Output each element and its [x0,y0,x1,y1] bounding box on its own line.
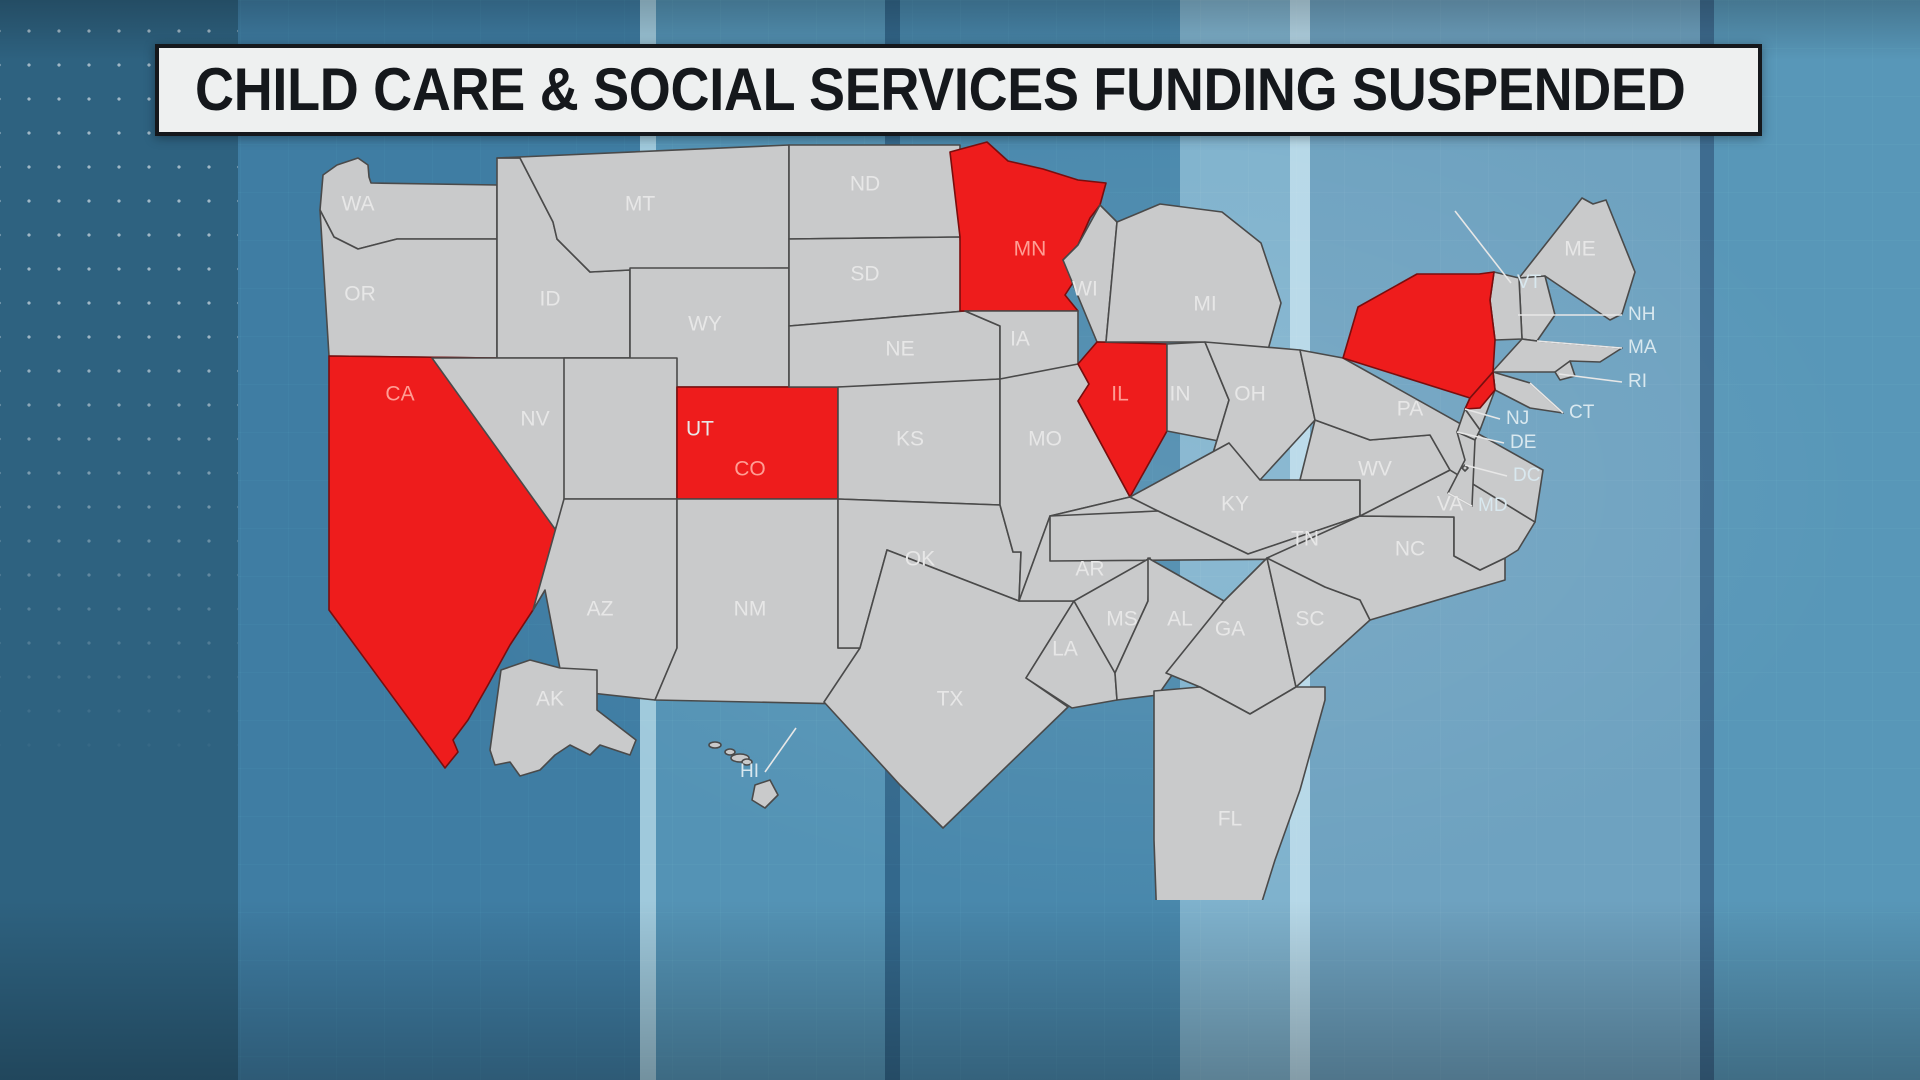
svg-text:MD: MD [1478,495,1508,516]
svg-text:HI: HI [740,761,759,782]
svg-text:CT: CT [1569,402,1595,423]
svg-text:DE: DE [1510,432,1536,453]
svg-text:VT: VT [1517,272,1542,293]
svg-text:RI: RI [1628,371,1647,392]
svg-text:NJ: NJ [1506,408,1529,429]
svg-text:MA: MA [1628,337,1657,358]
svg-text:DC: DC [1513,465,1540,486]
svg-text:NH: NH [1628,304,1655,325]
